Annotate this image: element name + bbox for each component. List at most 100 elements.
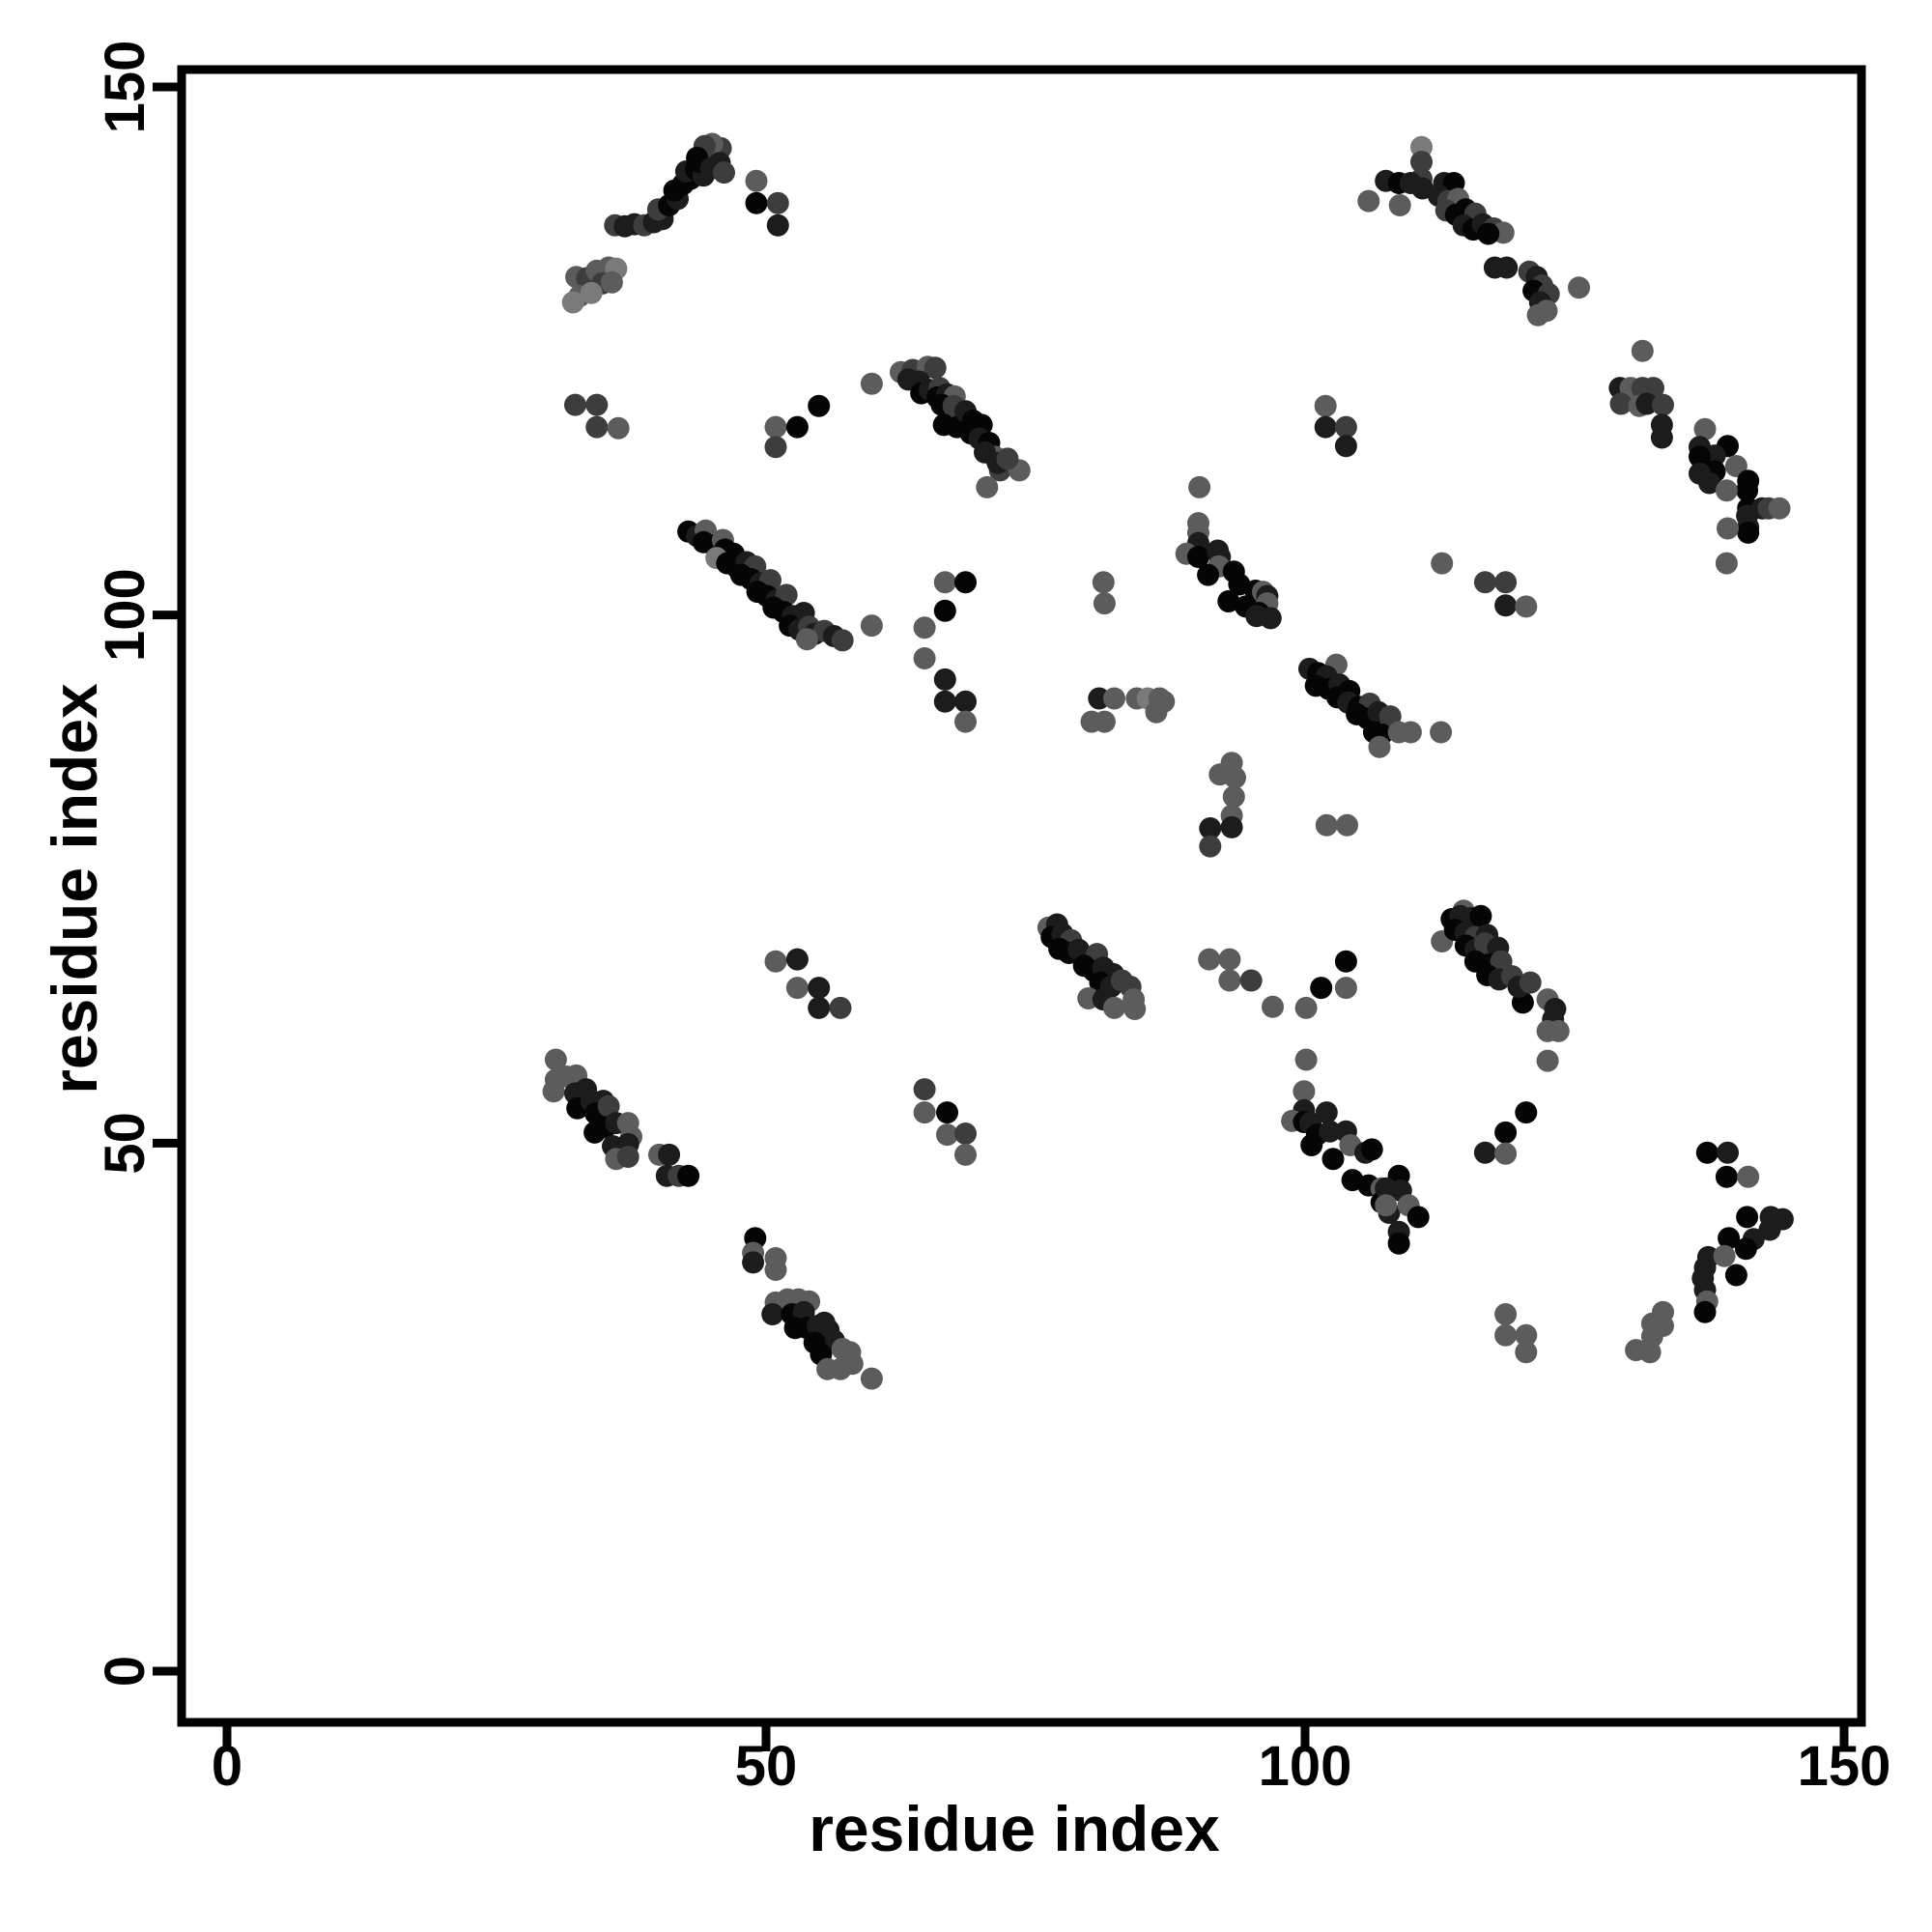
data-point: [954, 1143, 977, 1166]
data-point: [1713, 1244, 1736, 1267]
data-point: [1259, 607, 1282, 630]
x-tick-label: 150: [1798, 1735, 1891, 1798]
data-point: [1568, 276, 1590, 299]
data-point: [542, 1080, 565, 1103]
data-point: [933, 571, 956, 594]
y-tick-label: 50: [94, 1112, 156, 1175]
data-point: [1547, 1019, 1570, 1042]
data-point: [1387, 1232, 1410, 1255]
data-point: [1239, 969, 1263, 992]
data-point: [1693, 417, 1717, 440]
data-point: [1737, 1165, 1760, 1188]
data-point: [1736, 1206, 1759, 1229]
x-tick-label: 50: [735, 1735, 798, 1798]
data-point: [923, 356, 947, 380]
data-point: [1145, 700, 1168, 724]
data-point: [1515, 1323, 1538, 1347]
data-point: [1220, 815, 1243, 838]
data-point: [1262, 995, 1284, 1018]
data-point: [713, 161, 735, 185]
data-point: [1635, 392, 1659, 415]
data-point: [1334, 950, 1357, 973]
data-point: [1717, 517, 1739, 540]
data-point: [1218, 948, 1241, 971]
data-point: [936, 1123, 958, 1147]
data-point: [1737, 521, 1760, 544]
data-point: [1188, 475, 1211, 498]
data-point: [829, 996, 852, 1019]
data-point: [1494, 1323, 1518, 1347]
data-point: [1515, 595, 1538, 618]
x-tick-label: 0: [212, 1735, 242, 1798]
data-point: [764, 436, 787, 459]
data-point: [1736, 479, 1759, 502]
data-point: [1319, 1120, 1342, 1143]
data-point: [764, 415, 787, 439]
data-point: [933, 668, 956, 691]
data-point: [954, 571, 977, 594]
data-point: [1093, 592, 1116, 615]
data-point: [1473, 1141, 1496, 1164]
data-point: [1406, 1206, 1430, 1229]
data-point: [1689, 445, 1711, 469]
data-point: [585, 415, 609, 439]
data-point: [1469, 904, 1492, 927]
data-point: [1334, 415, 1357, 439]
data-point: [1092, 571, 1115, 594]
data-point: [1093, 710, 1116, 733]
data-point: [1695, 1141, 1719, 1164]
data-point: [677, 1164, 700, 1187]
data-point: [1609, 392, 1633, 415]
data-point: [766, 191, 789, 214]
data-point: [544, 1048, 567, 1071]
data-point: [1515, 1101, 1538, 1124]
data-point: [1224, 766, 1246, 789]
data-point: [1494, 571, 1518, 594]
data-point: [1198, 948, 1221, 971]
data-point: [933, 599, 956, 622]
data-point: [808, 977, 831, 1000]
data-point: [954, 690, 977, 713]
data-point: [564, 393, 586, 416]
data-point: [1652, 393, 1674, 416]
data-point: [1336, 813, 1358, 837]
data-point: [745, 191, 768, 214]
y-axis-title: residue index: [39, 683, 110, 1094]
data-point: [1638, 1341, 1662, 1364]
data-point: [1410, 151, 1433, 174]
data-point: [785, 415, 809, 439]
data-point: [1294, 996, 1318, 1019]
data-point: [1693, 1300, 1717, 1323]
data-point: [1715, 552, 1738, 575]
data-point: [1768, 497, 1791, 520]
data-point: [1197, 563, 1220, 586]
plot-border: [177, 65, 1866, 1727]
data-point: [1631, 339, 1654, 362]
data-point: [1300, 1134, 1323, 1156]
data-point: [1494, 1142, 1518, 1165]
data-point: [1334, 977, 1357, 1000]
data-point: [816, 1357, 839, 1380]
data-point: [1218, 969, 1241, 992]
data-point: [742, 1251, 765, 1274]
data-point: [1495, 256, 1519, 279]
data-point: [761, 1303, 784, 1325]
data-point: [1388, 194, 1411, 216]
data-point: [1399, 172, 1422, 194]
data-point: [1321, 1148, 1345, 1171]
data-point: [913, 1078, 936, 1101]
data-point: [1519, 971, 1542, 994]
data-point: [1199, 817, 1222, 839]
data-point: [1477, 222, 1500, 245]
x-axis-title: residue index: [809, 1793, 1220, 1864]
data-point: [976, 475, 999, 498]
data-point: [785, 948, 809, 971]
data-point: [1310, 977, 1333, 1000]
data-point: [1431, 552, 1454, 575]
data-point: [1473, 571, 1496, 594]
data-point: [795, 628, 818, 651]
data-point: [600, 270, 623, 294]
data-point: [936, 1101, 958, 1124]
data-point: [831, 629, 854, 652]
